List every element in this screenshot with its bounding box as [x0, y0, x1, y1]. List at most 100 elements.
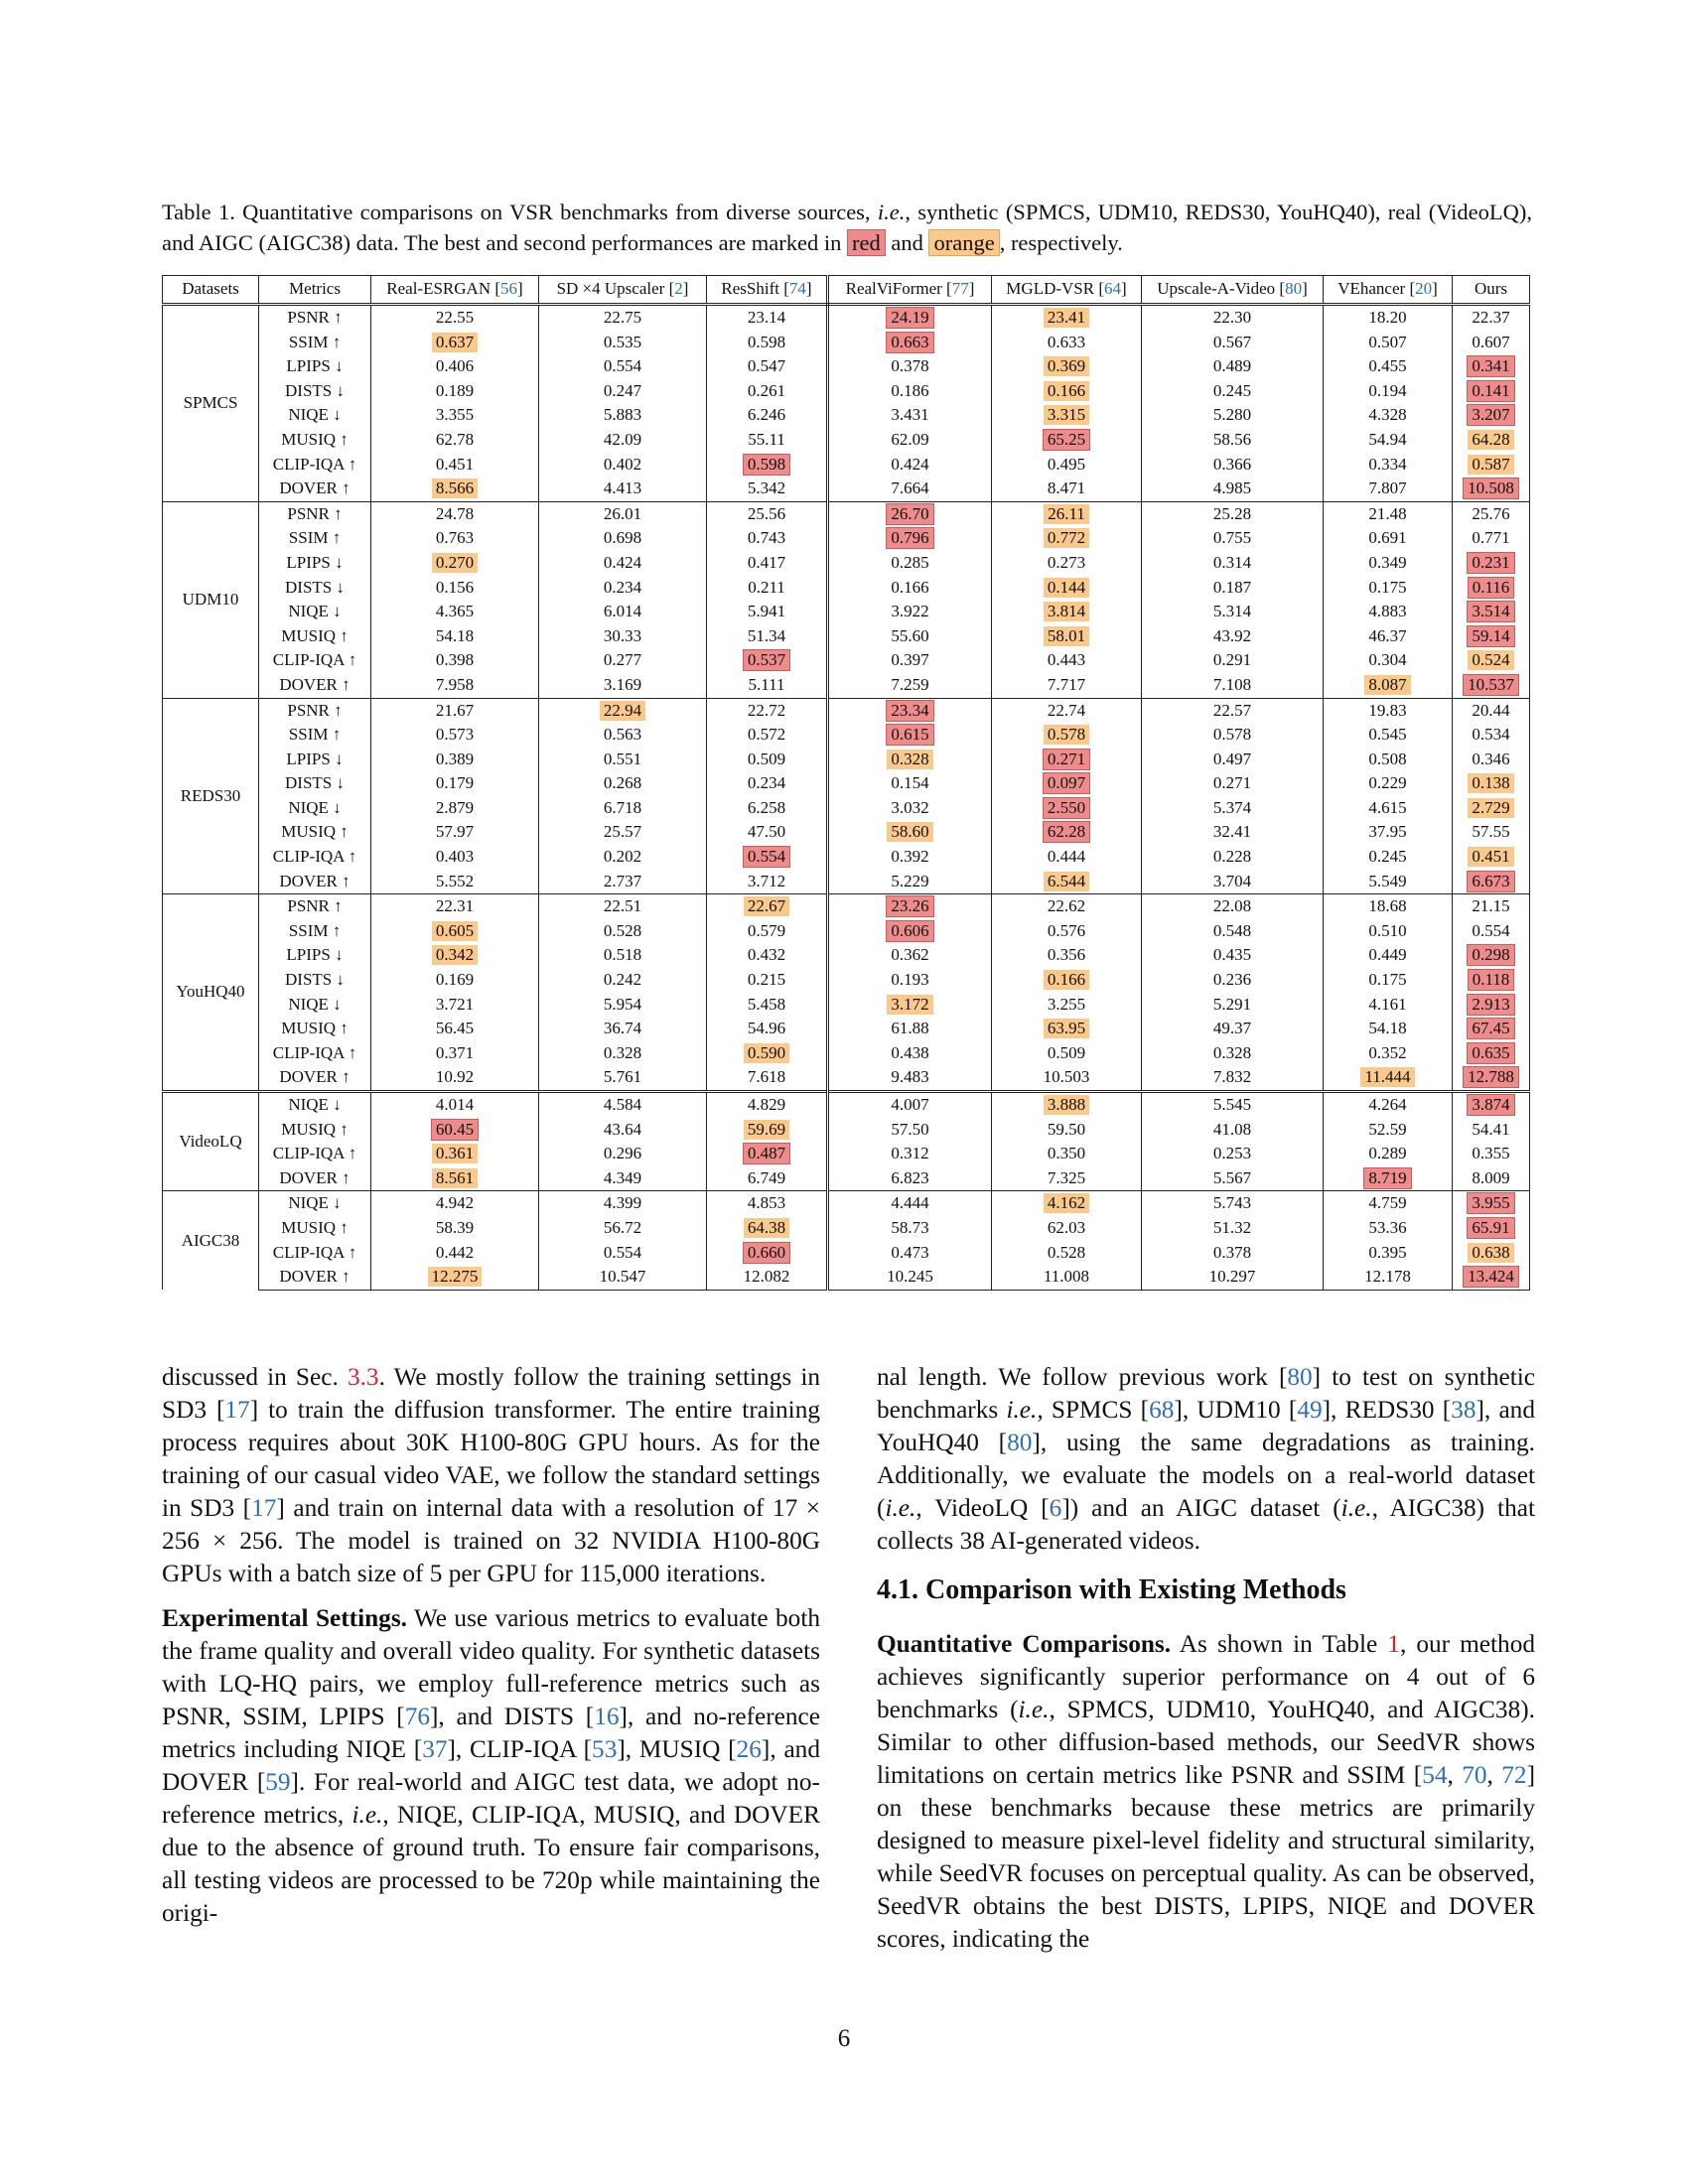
value-cell: 22.57: [1141, 697, 1324, 724]
citation-link[interactable]: 68: [1149, 1396, 1175, 1424]
internal-ref-link[interactable]: 1: [1387, 1630, 1400, 1658]
metric-cell: DISTS ↓: [258, 575, 371, 601]
header-citation[interactable]: 74: [788, 279, 806, 299]
value-cell: 57.97: [370, 820, 539, 846]
value: 0.187: [1212, 577, 1252, 597]
text-run: ], using the same degradations as traini…: [877, 1429, 1535, 1522]
best-value: 65.25: [1042, 428, 1091, 451]
value-cell: 0.406: [370, 354, 539, 379]
value-cell: 0.215: [706, 968, 829, 993]
table-row: DOVER ↑ 5.552 2.737 3.712 5.229 6.544 3.704 5.5…: [163, 869, 1530, 894]
value-cell: 0.378: [826, 354, 992, 379]
citation-link[interactable]: 37: [422, 1735, 448, 1763]
value: 0.455: [1368, 356, 1407, 376]
header-citation[interactable]: 64: [1104, 279, 1122, 299]
value-cell: 64.28: [1452, 427, 1530, 453]
value-cell: 0.166: [826, 575, 992, 601]
citation-link[interactable]: 54: [1422, 1761, 1448, 1789]
value: 0.378: [1212, 1242, 1252, 1262]
best-value: 3.955: [1467, 1192, 1515, 1215]
value-cell: 22.55: [370, 303, 539, 331]
header-citation[interactable]: 20: [1415, 279, 1433, 299]
value-cell: 5.458: [706, 992, 829, 1018]
value-cell: 0.455: [1323, 354, 1453, 379]
header-citation[interactable]: 80: [1285, 279, 1303, 299]
table-row: SSIM ↑ 0.573 0.563 0.572 0.615 0.578 0.578 0.54…: [163, 723, 1530, 748]
value: 0.528: [1047, 1242, 1086, 1262]
value: 3.355: [435, 405, 475, 425]
value: 12.082: [743, 1267, 790, 1287]
citation-link[interactable]: 26: [736, 1735, 762, 1763]
value-cell: 22.31: [370, 893, 539, 919]
value-cell: 0.369: [991, 354, 1142, 379]
value-cell: 0.328: [538, 1040, 707, 1066]
value-cell: 0.312: [826, 1142, 992, 1166]
citation-link[interactable]: 49: [1297, 1396, 1323, 1424]
caption-ie: i.e.: [877, 200, 906, 224]
value: 55.60: [891, 625, 929, 645]
value-cell: 37.95: [1323, 820, 1453, 846]
internal-ref-link[interactable]: 3.3: [347, 1363, 379, 1391]
value-cell: 2.737: [538, 869, 707, 894]
value: 0.497: [1212, 749, 1252, 768]
text-run: ] to test on synthetic benchmarks: [877, 1363, 1536, 1424]
metric-cell: NIQE ↓: [258, 1190, 371, 1216]
header-citation[interactable]: 56: [500, 279, 518, 299]
citation-link[interactable]: 76: [404, 1703, 430, 1730]
second-value: 12.275: [427, 1267, 483, 1288]
value: 0.509: [1047, 1042, 1086, 1062]
value-cell: 7.108: [1141, 672, 1324, 698]
value-cell: 0.576: [991, 918, 1142, 944]
value-cell: 0.291: [1141, 648, 1324, 673]
best-value: 0.141: [1467, 379, 1515, 402]
value: 32.41: [1212, 822, 1252, 842]
value-cell: 4.399: [538, 1190, 707, 1216]
citation-link[interactable]: 59: [265, 1768, 291, 1796]
citation-link[interactable]: 17: [251, 1494, 277, 1522]
value: 62.09: [891, 429, 929, 449]
second-value: 22.94: [599, 700, 646, 721]
citation-link[interactable]: 53: [592, 1735, 618, 1763]
value: 24.78: [435, 503, 475, 523]
value-cell: 59.50: [991, 1117, 1142, 1143]
citation-link[interactable]: 72: [1501, 1761, 1527, 1789]
table-row: NIQE ↓ 4.365 6.014 5.941 3.922 3.814 5.314 4.88…: [163, 600, 1530, 624]
value: 0.534: [1472, 725, 1510, 745]
value-cell: 0.242: [538, 968, 707, 993]
second-value: 3.315: [1043, 405, 1090, 426]
value-cell: 22.74: [991, 697, 1142, 724]
best-value: 0.660: [742, 1241, 791, 1264]
value: 0.509: [747, 749, 786, 768]
best-value: 0.615: [886, 724, 934, 747]
metric-cell: DOVER ↑: [258, 1165, 371, 1191]
header-citation[interactable]: 77: [951, 279, 969, 299]
metric-cell: DOVER ↑: [258, 869, 371, 894]
value-cell: 4.264: [1323, 1089, 1453, 1118]
value-cell: 5.552: [370, 869, 539, 894]
metric-cell: NIQE ↓: [258, 600, 371, 624]
value: 0.535: [603, 332, 642, 351]
citation-link[interactable]: 70: [1462, 1761, 1487, 1789]
value: 10.297: [1208, 1267, 1256, 1287]
value-cell: 6.718: [538, 795, 707, 821]
value: 0.563: [603, 725, 642, 745]
header-citation[interactable]: 2: [674, 279, 683, 299]
value: 52.59: [1368, 1119, 1407, 1139]
value: 58.73: [891, 1217, 929, 1237]
citation-link[interactable]: 80: [1007, 1429, 1033, 1456]
value: 5.743: [1212, 1193, 1252, 1213]
second-value: 0.587: [1468, 454, 1514, 475]
value: 0.242: [603, 970, 642, 990]
value: 0.186: [891, 380, 929, 400]
value-cell: 0.371: [370, 1040, 539, 1066]
citation-link[interactable]: 80: [1287, 1363, 1313, 1391]
value-cell: 42.09: [538, 427, 707, 453]
value-cell: 0.268: [538, 771, 707, 796]
table-row: NIQE ↓ 2.879 6.718 6.258 3.032 2.550 5.374 4.61…: [163, 795, 1530, 821]
value-cell: 0.554: [1452, 918, 1530, 944]
citation-link[interactable]: 17: [224, 1396, 250, 1424]
citation-link[interactable]: 6: [1049, 1494, 1062, 1522]
value-cell: 0.245: [1141, 378, 1324, 404]
citation-link[interactable]: 38: [1451, 1396, 1477, 1424]
citation-link[interactable]: 16: [594, 1703, 620, 1730]
